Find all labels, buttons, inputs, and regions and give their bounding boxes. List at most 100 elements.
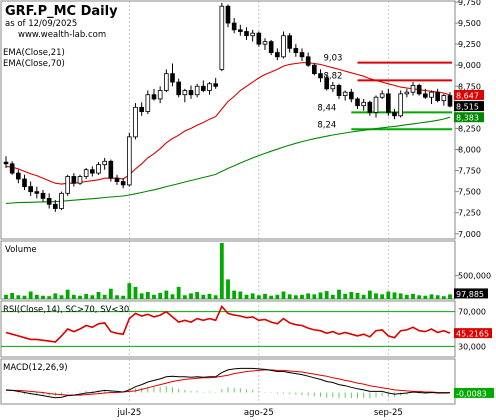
volume-bar bbox=[300, 294, 304, 299]
chart-title: GRF.P_MC Daily bbox=[5, 4, 118, 19]
candle-down bbox=[312, 64, 317, 75]
candle-up bbox=[361, 101, 366, 107]
candle-up bbox=[133, 106, 138, 138]
candle-up bbox=[219, 5, 225, 70]
volume-bar bbox=[65, 289, 70, 299]
volume-bar bbox=[164, 290, 169, 299]
volume-bar bbox=[238, 291, 243, 299]
candle-up bbox=[194, 85, 200, 96]
volume-title: Volume bbox=[5, 245, 37, 255]
candle-up bbox=[330, 85, 336, 90]
volume-ytick-label: 500,000 bbox=[458, 272, 491, 281]
candles bbox=[3, 2, 453, 212]
volume-bar bbox=[189, 293, 193, 299]
candle-up bbox=[77, 176, 83, 184]
volume-bar bbox=[287, 294, 292, 299]
volume-bar bbox=[306, 293, 311, 299]
volume-bar bbox=[108, 288, 113, 299]
last-value-label: 8,515 bbox=[456, 103, 479, 112]
candle-down bbox=[28, 186, 33, 193]
last-value-label: 8,383 bbox=[456, 114, 479, 123]
volume-bars bbox=[4, 243, 452, 299]
candle-up bbox=[164, 73, 169, 91]
candle-up bbox=[127, 136, 132, 186]
candle-up bbox=[379, 93, 385, 98]
volume-bar bbox=[269, 295, 274, 299]
price-ytick-label: 7,750 bbox=[458, 167, 481, 176]
volume-bar bbox=[176, 286, 181, 299]
volume-bar bbox=[121, 295, 126, 299]
volume-bar bbox=[226, 279, 230, 299]
candle-down bbox=[71, 176, 77, 184]
candle-down bbox=[349, 91, 354, 100]
volume-bar bbox=[133, 286, 138, 299]
candle-up bbox=[65, 176, 70, 194]
gridlines bbox=[1, 1, 459, 404]
last-value-label: 8,647 bbox=[456, 91, 479, 100]
volume-bar bbox=[207, 293, 212, 299]
candle-down bbox=[46, 197, 52, 205]
volume-bar bbox=[115, 295, 119, 299]
candle-down bbox=[324, 77, 329, 90]
volume-last-label: 97,885 bbox=[456, 290, 484, 299]
volume-bar bbox=[330, 294, 335, 299]
volume-bar bbox=[361, 294, 366, 299]
level-label: 8,24 bbox=[317, 120, 336, 130]
level-label: 8,82 bbox=[324, 71, 343, 81]
volume-bar bbox=[324, 291, 329, 299]
volume-bar bbox=[127, 283, 132, 299]
candle-up bbox=[102, 160, 107, 166]
chart-site: www.wealth-lab.com bbox=[18, 30, 106, 40]
candle-down bbox=[305, 56, 311, 66]
last-value-box bbox=[454, 89, 484, 100]
rsi-line bbox=[5, 305, 451, 343]
candle-down bbox=[53, 203, 58, 209]
volume-bar bbox=[250, 293, 255, 299]
candle-up bbox=[250, 32, 255, 37]
price-ytick-label: 9,250 bbox=[458, 40, 481, 49]
volume-bar bbox=[244, 294, 249, 299]
volume-bar bbox=[152, 294, 156, 299]
volume-bar bbox=[374, 293, 378, 299]
macd-signal-line bbox=[6, 369, 450, 396]
candle-down bbox=[176, 81, 181, 96]
candle-down bbox=[275, 52, 280, 58]
volume-bar bbox=[22, 295, 27, 299]
candle-up bbox=[145, 94, 151, 112]
candle-down bbox=[244, 31, 249, 37]
price-ytick-label: 9,500 bbox=[458, 19, 481, 28]
candle-up bbox=[83, 169, 89, 177]
candle-down bbox=[447, 95, 453, 107]
volume-bar bbox=[293, 295, 298, 299]
volume-bar bbox=[355, 292, 360, 299]
candle-down bbox=[386, 93, 391, 113]
volume-bar bbox=[349, 292, 354, 299]
candle-down bbox=[170, 73, 175, 83]
candle-down bbox=[108, 160, 114, 179]
price-ytick-label: 8,750 bbox=[458, 82, 481, 91]
volume-bar bbox=[71, 294, 76, 299]
candle-up bbox=[207, 83, 212, 91]
volume-bar bbox=[182, 295, 187, 299]
rsi-panel bbox=[0, 300, 456, 358]
candle-down bbox=[9, 163, 15, 174]
volume-bar bbox=[404, 294, 409, 299]
volume-bar bbox=[34, 294, 39, 299]
price-panel bbox=[0, 0, 456, 240]
ema70-line bbox=[5, 116, 451, 204]
volume-bar bbox=[170, 294, 175, 299]
candle-down bbox=[336, 85, 342, 96]
candle-down bbox=[231, 22, 237, 31]
candle-down bbox=[256, 32, 262, 45]
candle-down bbox=[355, 98, 360, 107]
macd-line bbox=[5, 367, 451, 399]
candle-down bbox=[318, 73, 323, 79]
volume-bar bbox=[213, 295, 218, 299]
volume-bar bbox=[423, 295, 428, 299]
candle-up bbox=[157, 90, 163, 100]
price-ytick-label: 9,750 bbox=[458, 0, 481, 7]
legend-ema21: EMA(Close,21) bbox=[3, 48, 65, 58]
candle-down bbox=[213, 83, 218, 87]
volume-bar bbox=[102, 294, 107, 299]
